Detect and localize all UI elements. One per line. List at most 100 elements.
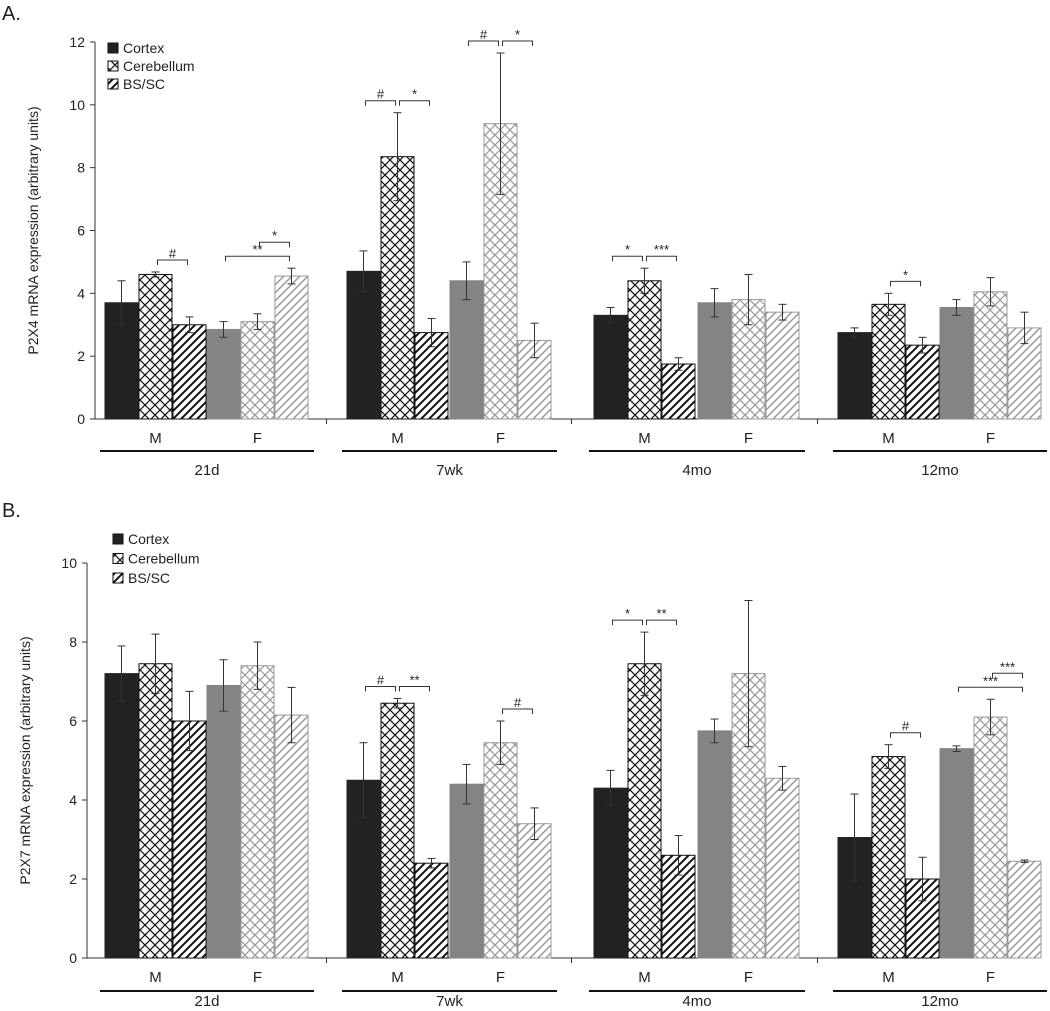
sex-label: F	[496, 430, 505, 447]
y-tick-label: 2	[69, 871, 77, 887]
significance-bracket	[157, 259, 188, 265]
bar-cortex	[449, 280, 484, 420]
bar-bs-sc	[274, 275, 309, 420]
sex-label: F	[986, 430, 995, 447]
y-tick-label: 6	[69, 713, 77, 729]
sex-label: M	[638, 430, 651, 447]
sex-label: M	[391, 430, 404, 447]
bar-bs-sc	[765, 311, 800, 420]
age-group-label: 4mo	[682, 993, 711, 1010]
legend-label: Cerebellum	[123, 58, 195, 74]
significance-label: **	[409, 672, 419, 687]
sex-label: F	[744, 430, 753, 447]
bar-bs-sc	[517, 823, 552, 959]
legend: Cortex Cerebellum BS/SC	[107, 40, 195, 92]
significance-bracket	[958, 686, 1023, 693]
bar-cortex	[939, 306, 974, 420]
legend-swatch	[112, 553, 124, 564]
panel-label: A.	[2, 3, 21, 25]
y-tick-label: 0	[77, 411, 85, 427]
significance-bracket	[399, 685, 430, 692]
significance-label: ***	[654, 242, 669, 257]
bar-cerebellum	[973, 716, 1008, 959]
bar-cortex	[697, 730, 732, 959]
y-tick-label: 0	[69, 950, 77, 966]
sex-label: M	[149, 969, 162, 986]
bar-cerebellum	[240, 321, 275, 420]
sex-label: F	[496, 969, 505, 986]
bar-cortex	[939, 748, 974, 959]
significance-bracket	[468, 40, 499, 46]
significance-label: **	[656, 606, 666, 621]
legend: Cortex Cerebellum BS/SC	[112, 531, 200, 586]
legend-swatch	[112, 572, 124, 584]
age-group-label: 7wk	[436, 993, 463, 1010]
bar-cerebellum	[483, 742, 518, 959]
sex-label: F	[744, 969, 753, 986]
significance-label: #	[169, 246, 177, 261]
sex-label: M	[391, 969, 404, 986]
bar-cortex	[593, 314, 628, 420]
legend-swatch	[107, 78, 119, 90]
legend-label: Cortex	[123, 40, 164, 56]
bar-cortex	[206, 328, 241, 420]
bar-cortex	[697, 302, 732, 420]
significance-label: #	[377, 672, 385, 687]
bar-cerebellum	[871, 756, 906, 959]
age-group-label: 21d	[194, 462, 219, 479]
legend-swatch	[112, 533, 124, 545]
bar-cortex	[593, 787, 628, 959]
panel-b: B. 0 2 4 6 8 10 P2X7 mRNA expression (arbitrary…	[2, 500, 1047, 1010]
bar-cerebellum	[138, 663, 173, 959]
legend-label: BS/SC	[123, 76, 165, 92]
bar-cerebellum	[380, 702, 415, 959]
significance-bracket	[365, 100, 396, 106]
significance-label: #	[480, 27, 488, 42]
significance-label: #	[514, 695, 522, 710]
y-tick-label: 10	[69, 97, 85, 113]
significance-bracket	[502, 708, 533, 714]
y-tick-label: 4	[69, 792, 77, 808]
significance-bracket	[890, 280, 921, 287]
significance-bracket	[646, 619, 677, 626]
bar-bs-sc	[905, 344, 940, 420]
significance-label: #	[377, 87, 385, 102]
age-group-label: 7wk	[436, 462, 463, 479]
significance-bracket	[502, 40, 533, 46]
bar-bs-sc	[172, 720, 207, 959]
significance-label: *	[412, 87, 417, 102]
age-group-label: 12mo	[921, 462, 959, 479]
panel-a: A. 0 2 4 6 8 10 12 P2X4 mRNA expression (arbitra…	[2, 3, 1047, 479]
significance-label: *	[625, 242, 630, 257]
significance-label: *	[272, 228, 277, 243]
legend-label: BS/SC	[128, 570, 170, 586]
significance-label: **	[252, 242, 262, 257]
bar-cerebellum	[240, 665, 275, 959]
sex-label: F	[253, 969, 262, 986]
significance-bracket	[646, 255, 677, 262]
bar-cerebellum	[627, 280, 662, 420]
age-group-label: 21d	[194, 993, 219, 1010]
age-group-label: 12mo	[921, 993, 959, 1010]
age-group-label: 4mo	[682, 462, 711, 479]
significance-label: *	[515, 27, 520, 42]
bar-cerebellum	[973, 291, 1008, 420]
sex-label: F	[986, 969, 995, 986]
bar-bs-sc	[1007, 860, 1042, 959]
sex-label: M	[149, 430, 162, 447]
y-tick-label: 4	[77, 285, 85, 301]
y-tick-label: 10	[61, 555, 77, 571]
significance-bracket	[259, 241, 290, 248]
significance-bracket	[890, 732, 921, 738]
bar-bs-sc	[274, 714, 309, 959]
bar-cortex	[837, 332, 872, 420]
bar-bs-sc	[661, 363, 696, 420]
sex-label: M	[638, 969, 651, 986]
significance-bracket	[612, 619, 643, 626]
bar-cerebellum	[731, 673, 766, 959]
significance-bracket	[992, 672, 1023, 679]
bar-bs-sc	[172, 324, 207, 420]
legend-swatch	[107, 42, 119, 54]
significance-bracket	[225, 255, 290, 262]
